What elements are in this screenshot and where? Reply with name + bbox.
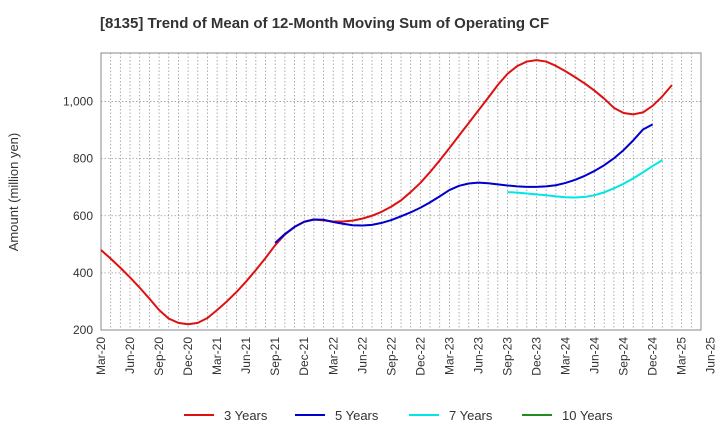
y-tick-label: 600 [73, 209, 93, 223]
x-tick-label: Jun-23 [471, 337, 485, 374]
x-tick-label: Jun-24 [588, 337, 602, 374]
legend-label: 5 Years [335, 408, 379, 423]
legend-label: 3 Years [224, 408, 268, 423]
y-tick-labels: 200 400 600 800 1,000 [63, 95, 93, 337]
x-tick-label: Mar-24 [559, 337, 573, 375]
legend-label: 10 Years [562, 408, 613, 423]
x-tick-label: Dec-21 [297, 337, 311, 376]
x-tick-label: Mar-25 [675, 337, 689, 375]
x-tick-label: Jun-20 [123, 337, 137, 374]
legend-label: 7 Years [449, 408, 493, 423]
x-tick-label: Jun-22 [355, 337, 369, 374]
series-lines [100, 59, 673, 326]
x-tick-label: Sep-21 [268, 337, 282, 376]
x-tick-label: Sep-20 [152, 337, 166, 376]
series-line-7-years [507, 159, 663, 199]
plot-frame [100, 52, 702, 331]
series-line-5-years [274, 123, 654, 244]
y-tick-label: 200 [73, 323, 93, 337]
x-tick-label: Dec-22 [413, 337, 427, 376]
y-tick-label: 800 [73, 152, 93, 166]
x-tick-label: Dec-20 [181, 337, 195, 376]
x-tick-label: Jun-25 [704, 337, 718, 374]
legend: 3 Years 5 Years 7 Years 10 Years [184, 408, 613, 423]
x-tick-label: Mar-21 [210, 337, 224, 375]
series-line-3-years [100, 59, 673, 326]
x-tick-label: Mar-22 [326, 337, 340, 375]
x-tick-label: Mar-23 [442, 337, 456, 375]
x-tick-label: Sep-24 [617, 337, 631, 376]
chart-title: [8135] Trend of Mean of 12-Month Moving … [100, 15, 549, 32]
y-tick-label: 1,000 [63, 95, 93, 109]
x-tick-label: Mar-20 [94, 337, 108, 375]
x-tick-label: Sep-23 [500, 337, 514, 376]
y-tick-label: 400 [73, 266, 93, 280]
x-tick-label: Dec-24 [646, 337, 660, 376]
grid [101, 53, 701, 331]
x-tick-label: Sep-22 [384, 337, 398, 376]
x-tick-labels: Mar-20 Jun-20 Sep-20 Dec-20 Mar-21 Jun-21 Sep-… [94, 337, 718, 376]
y-axis-label: Amount (million yen) [6, 133, 21, 252]
x-tick-label: Dec-23 [529, 337, 543, 376]
x-tick-label: Jun-21 [239, 337, 253, 374]
